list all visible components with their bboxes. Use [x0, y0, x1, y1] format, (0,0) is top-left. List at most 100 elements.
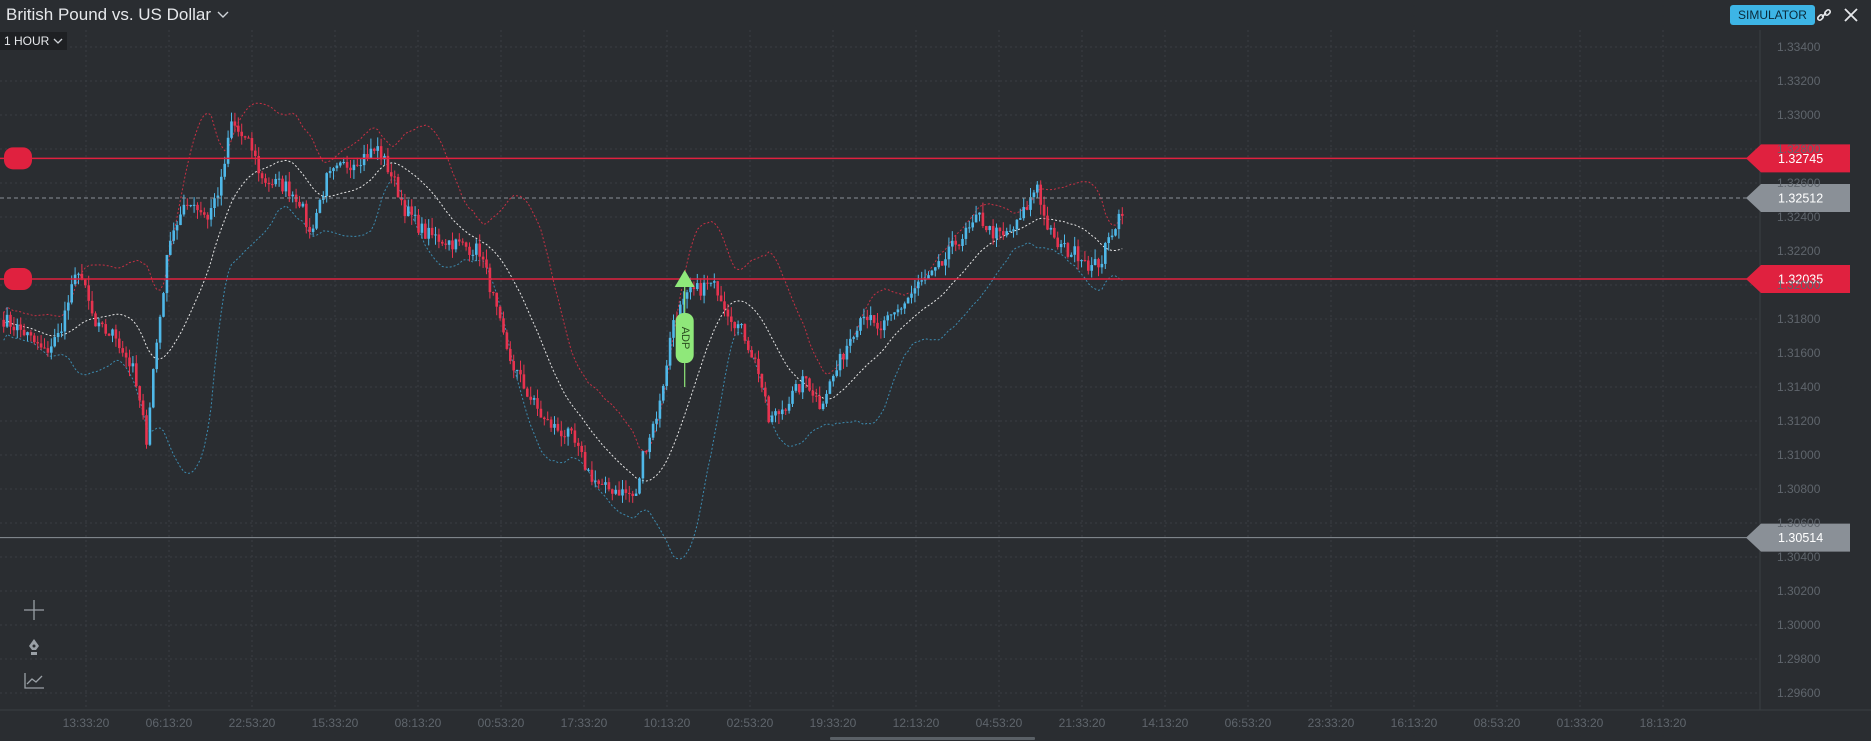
candle	[685, 289, 689, 309]
candle	[172, 222, 175, 245]
y-tick-label: 1.30400	[1777, 550, 1821, 564]
candle	[379, 138, 383, 165]
timeframe-selector[interactable]: 1 HOUR	[0, 32, 68, 50]
candle	[549, 416, 553, 432]
candle	[311, 224, 315, 236]
price-line[interactable]: 1.32512	[0, 183, 1850, 212]
candle	[668, 331, 672, 370]
candle	[536, 389, 539, 416]
candle	[600, 478, 604, 485]
candle	[464, 241, 468, 251]
crosshair-icon[interactable]	[20, 596, 48, 624]
alert-handle[interactable]	[4, 147, 32, 170]
x-tick-label: 01:33:20	[1557, 716, 1604, 730]
candle	[203, 207, 206, 218]
x-tick-label: 23:33:20	[1308, 716, 1355, 730]
candle	[580, 441, 583, 458]
candle	[441, 239, 444, 247]
event-badge[interactable]	[675, 313, 694, 364]
candle	[495, 292, 498, 316]
candle	[417, 209, 420, 236]
candle	[879, 321, 883, 339]
bollinger-bands	[3, 102, 1123, 560]
candle	[135, 355, 138, 388]
candle	[974, 205, 978, 223]
candle	[682, 291, 685, 315]
alert-line[interactable]: 1.32035	[0, 265, 1850, 294]
price-line-label: 1.30514	[1778, 531, 1823, 545]
candle	[553, 416, 556, 435]
candle	[733, 321, 736, 336]
line-chart-icon[interactable]	[20, 667, 48, 695]
candle	[672, 314, 675, 347]
candle	[73, 267, 77, 286]
candle	[1032, 189, 1036, 204]
close-icon[interactable]	[1840, 4, 1862, 26]
candle	[971, 215, 974, 231]
simulator-badge[interactable]: SIMULATOR	[1730, 5, 1815, 25]
candle	[614, 485, 617, 496]
candle	[383, 153, 386, 165]
alert-handle[interactable]	[4, 268, 32, 291]
candle	[458, 233, 461, 246]
candle	[162, 291, 165, 318]
candle	[390, 163, 393, 184]
candle	[175, 220, 179, 240]
candle	[87, 275, 90, 310]
candle	[621, 480, 624, 503]
candle	[747, 336, 750, 354]
candle	[961, 234, 964, 252]
y-tick-label: 1.31400	[1777, 380, 1821, 394]
middle-band	[3, 159, 1123, 482]
candle	[1059, 239, 1063, 254]
x-tick-label: 15:33:20	[312, 716, 359, 730]
candle	[791, 386, 794, 408]
pen-icon[interactable]	[20, 634, 48, 662]
y-tick-label: 1.29600	[1777, 686, 1821, 700]
candle	[271, 178, 274, 189]
candle	[532, 395, 536, 406]
instrument-title[interactable]: British Pound vs. US Dollar	[6, 5, 229, 25]
x-tick-label: 17:33:20	[561, 716, 608, 730]
candle	[1087, 255, 1090, 275]
candle	[1063, 234, 1066, 248]
candle	[454, 238, 458, 253]
candle	[692, 281, 696, 296]
candle	[665, 359, 668, 391]
candle	[770, 411, 774, 423]
candle	[944, 252, 947, 276]
event-marker: ADP	[674, 270, 695, 388]
price-line-label: 1.32745	[1778, 152, 1823, 166]
link-icon[interactable]	[1813, 4, 1835, 26]
candle	[301, 201, 305, 208]
candle	[243, 135, 247, 140]
candle	[359, 158, 362, 174]
candle	[80, 264, 84, 281]
candle	[1025, 200, 1029, 211]
candle	[1066, 241, 1070, 259]
candle	[291, 191, 294, 203]
candle	[63, 301, 67, 340]
price-line[interactable]: 1.30514	[0, 523, 1850, 552]
candle	[804, 375, 808, 388]
candle	[94, 311, 97, 327]
candle	[641, 450, 645, 484]
candle	[121, 340, 124, 357]
instrument-name: British Pound vs. US Dollar	[6, 5, 212, 24]
candle	[519, 360, 522, 383]
alert-line[interactable]: 1.32745	[0, 144, 1850, 173]
candle	[315, 208, 318, 230]
time-scrollbar[interactable]	[830, 737, 1035, 740]
x-tick-label: 14:13:20	[1142, 716, 1189, 730]
candle	[859, 316, 862, 335]
candle	[288, 171, 291, 203]
candle	[284, 175, 288, 198]
candle	[1056, 231, 1059, 250]
x-tick-label: 12:13:20	[893, 716, 940, 730]
candle	[1080, 259, 1083, 268]
candle	[216, 187, 220, 207]
candle	[226, 130, 230, 168]
candle	[386, 147, 390, 175]
x-tick-label: 04:53:20	[976, 716, 1023, 730]
